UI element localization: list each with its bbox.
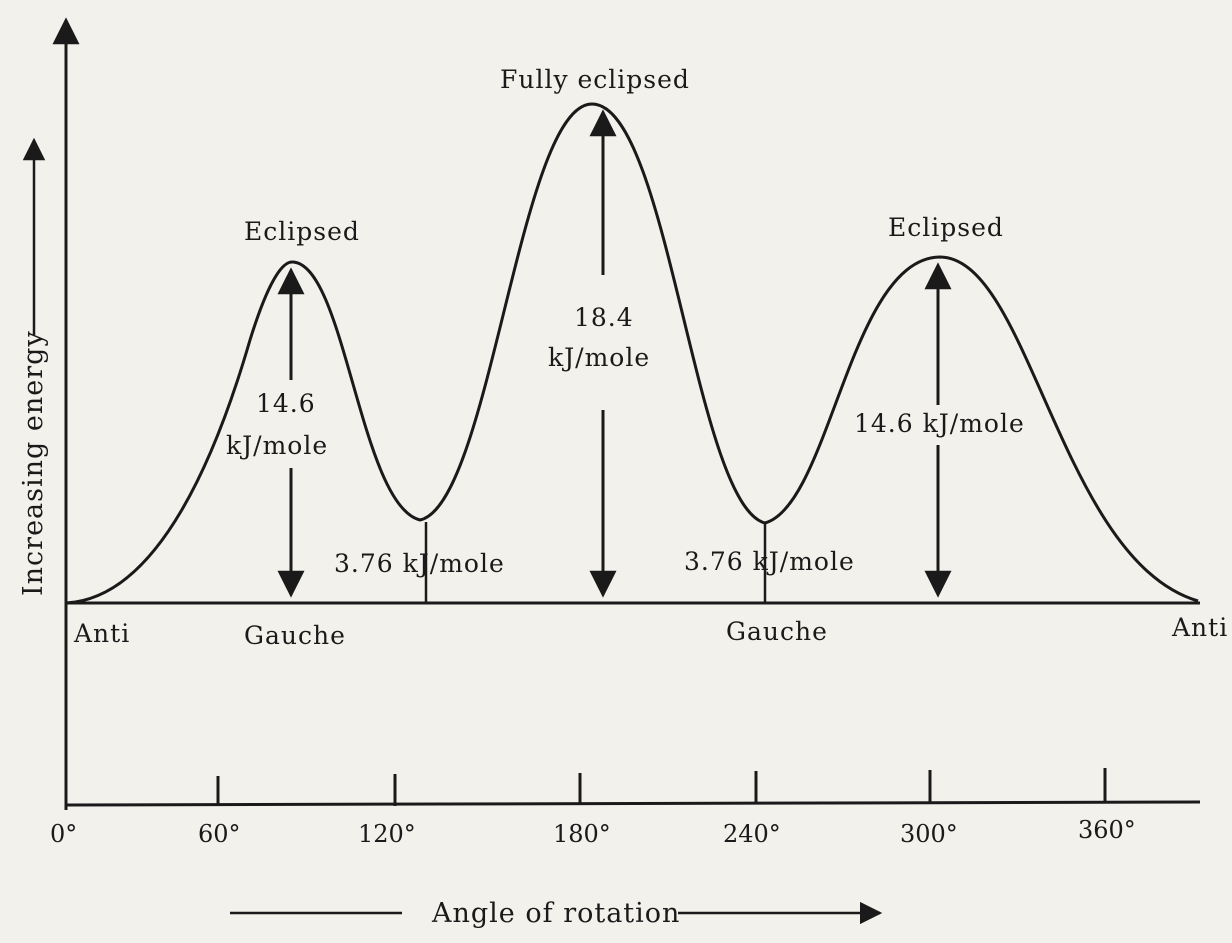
energy-curve	[65, 102, 1199, 605]
label-fully-eclipsed: Fully eclipsed	[500, 65, 690, 94]
center-barrier-unit: kJ/mole	[548, 343, 650, 372]
right-barrier-label: 14.6 kJ/mole	[854, 409, 1025, 438]
x-tick-label-360: 360°	[1078, 816, 1136, 844]
x-tick-label-300: 300°	[900, 820, 958, 848]
gauche-left-energy: 3.76 kJ/mole	[334, 549, 505, 578]
label-eclipsed-left: Eclipsed	[244, 217, 360, 246]
gauche-right-energy: 3.76 kJ/mole	[684, 547, 855, 576]
label-anti-right: Anti	[1171, 613, 1228, 642]
x-tick-label-180: 180°	[553, 820, 611, 848]
label-anti-left: Anti	[73, 619, 130, 648]
x-axis-label: Angle of rotation	[431, 898, 680, 929]
x-tick-label-240: 240°	[723, 820, 781, 848]
left-barrier-unit: kJ/mole	[226, 431, 328, 460]
x-tick-label-60: 60°	[198, 820, 241, 848]
center-barrier-value: 18.4	[574, 303, 634, 332]
left-barrier-value: 14.6	[256, 389, 316, 418]
label-gauche-left: Gauche	[244, 621, 346, 650]
x-tick-label-120: 120°	[358, 820, 416, 848]
label-gauche-right: Gauche	[726, 617, 828, 646]
x-axis	[65, 800, 1201, 807]
x-tick-label-0: 0°	[50, 820, 77, 848]
label-eclipsed-right: Eclipsed	[888, 213, 1004, 242]
y-axis-label: Increasing energy	[18, 330, 49, 596]
